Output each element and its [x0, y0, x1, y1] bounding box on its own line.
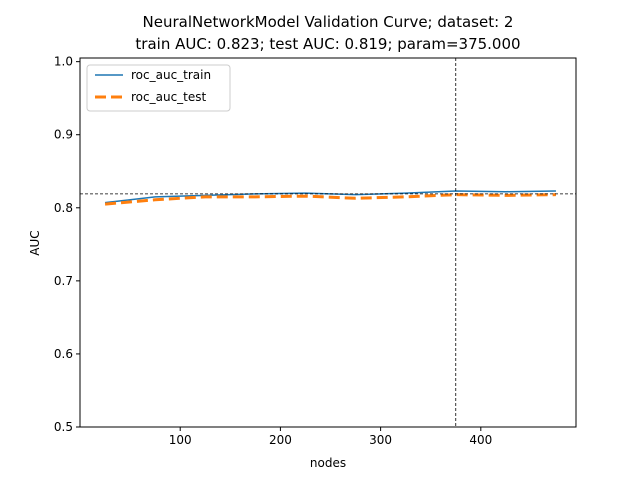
y-tick-label: 0.7 [54, 274, 73, 288]
series-line-roc-auc-test [104, 193, 556, 206]
x-tick-label: 400 [469, 433, 492, 447]
y-axis-label: AUC [28, 230, 42, 255]
chart-subtitle: train AUC: 0.823; test AUC: 0.819; param… [135, 35, 520, 53]
plot-frame [79, 57, 577, 428]
legend-label-train: roc_auc_train [131, 68, 211, 82]
plot-area: 100 200 300 400 0.5 0.6 0.7 0.8 0.9 1.0 [54, 55, 577, 447]
y-tick-label: 0.8 [54, 201, 73, 215]
legend-frame [86, 64, 231, 112]
x-tick-label: 200 [269, 433, 292, 447]
chart-title: NeuralNetworkModel Validation Curve; dat… [143, 13, 514, 31]
y-tick-label: 0.6 [54, 347, 73, 361]
legend-label-test: roc_auc_test [131, 90, 207, 104]
x-tick-label: 100 [169, 433, 192, 447]
x-axis-label: nodes [310, 456, 346, 470]
y-tick-label: 0.5 [54, 420, 73, 434]
y-tick-label: 0.9 [54, 128, 73, 142]
legend: roc_auc_train roc_auc_test [86, 64, 231, 112]
y-tick-label: 1.0 [54, 55, 73, 69]
x-tick-label: 300 [369, 433, 392, 447]
